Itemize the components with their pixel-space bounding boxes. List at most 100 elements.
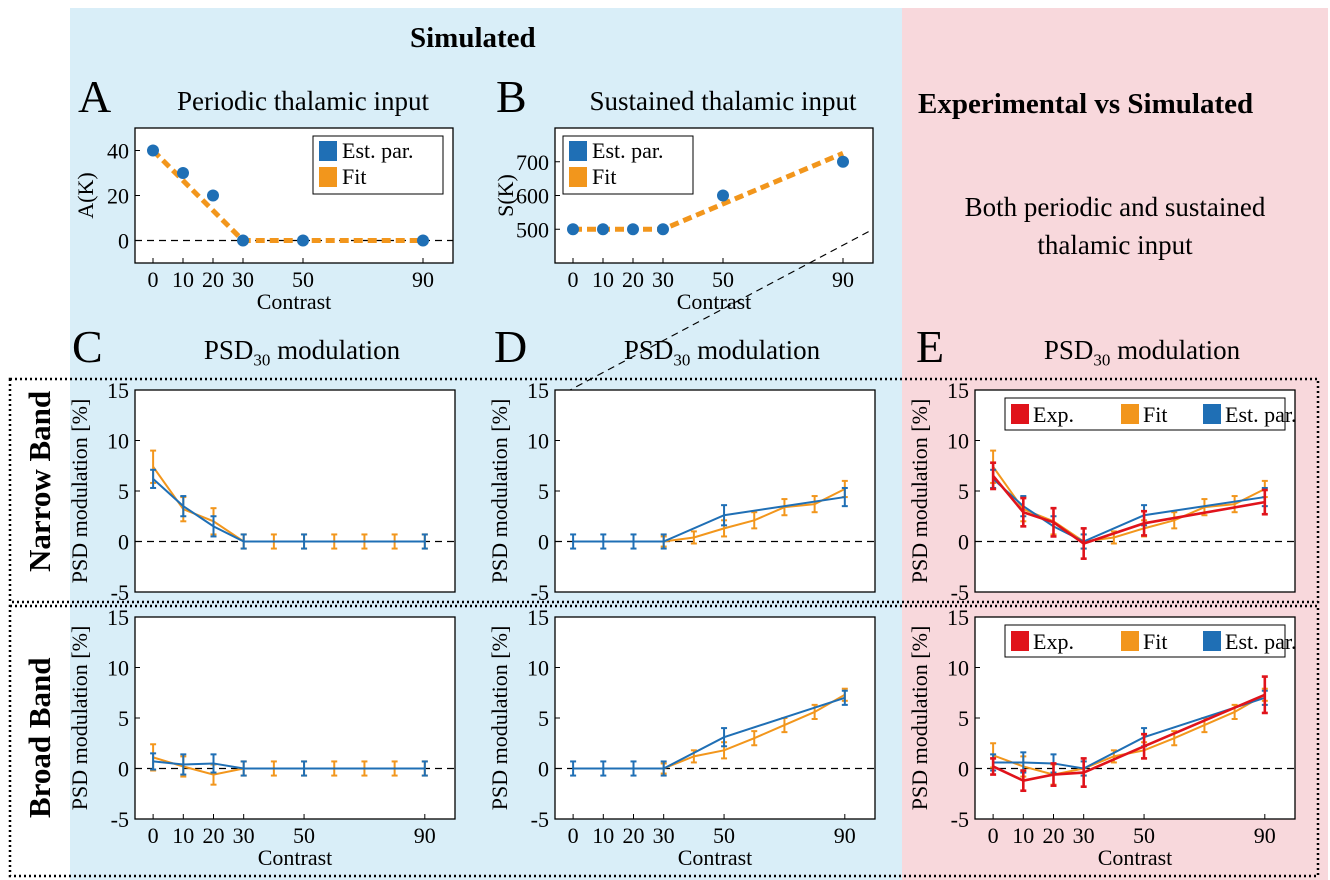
y-tick-label: 0 bbox=[118, 757, 129, 782]
experimental-note-line-1: Both periodic and sustained bbox=[964, 192, 1266, 222]
y-tick-label: 0 bbox=[118, 530, 129, 555]
panel-letter-b: B bbox=[496, 71, 527, 122]
y-tick-label: 10 bbox=[107, 429, 129, 454]
legend-label: Fit bbox=[342, 164, 366, 189]
x-tick-label: 20 bbox=[1042, 823, 1064, 848]
legend-swatch bbox=[319, 167, 337, 187]
x-tick-label: 0 bbox=[568, 823, 579, 848]
x-tick-label: 50 bbox=[712, 267, 734, 292]
x-tick-label: 50 bbox=[292, 267, 314, 292]
legend-label: Est. par. bbox=[1225, 402, 1297, 427]
y-tick-label: -5 bbox=[951, 807, 969, 832]
x-tick-label: 0 bbox=[148, 267, 159, 292]
x-tick-label: 90 bbox=[832, 267, 854, 292]
panel-letter-a: A bbox=[78, 71, 112, 122]
x-tick-label: 20 bbox=[622, 267, 644, 292]
legend-swatch bbox=[319, 141, 337, 161]
legend-label: Est. par. bbox=[592, 138, 664, 163]
data-point bbox=[567, 223, 579, 236]
y-tick-label: 10 bbox=[947, 429, 969, 454]
panel-c-title: PSD30 modulation bbox=[203, 335, 401, 370]
y-tick-label: -5 bbox=[531, 580, 549, 605]
narrow-band-frame bbox=[8, 377, 1320, 604]
legend-label: Exp. bbox=[1033, 629, 1074, 654]
x-tick-label: 90 bbox=[1254, 823, 1276, 848]
x-tick-label: 0 bbox=[988, 823, 999, 848]
x-tick-label: 90 bbox=[414, 823, 436, 848]
x-tick-label: 20 bbox=[202, 823, 224, 848]
y-tick-label: 15 bbox=[527, 605, 549, 630]
x-tick-label: 0 bbox=[568, 267, 579, 292]
x-tick-label: 50 bbox=[713, 823, 735, 848]
y-tick-label: 0 bbox=[538, 530, 549, 555]
legend-swatch bbox=[569, 167, 587, 187]
series-line-estpar bbox=[152, 478, 425, 543]
baseline-dashed bbox=[554, 228, 874, 399]
data-point bbox=[177, 167, 189, 179]
legend-label: Exp. bbox=[1033, 402, 1074, 427]
x-axis-label: Contrast bbox=[1098, 845, 1173, 870]
x-tick-label: 0 bbox=[148, 823, 159, 848]
plot-area-D_narrow bbox=[554, 389, 876, 593]
y-tick-label: 0 bbox=[958, 530, 969, 555]
legend-label: Est. par. bbox=[1225, 629, 1297, 654]
legend-swatch bbox=[569, 141, 587, 161]
y-tick-label: 5 bbox=[958, 479, 969, 504]
legend-label: Fit bbox=[592, 164, 616, 189]
x-tick-label: 30 bbox=[233, 823, 255, 848]
y-tick-label: 0 bbox=[538, 757, 549, 782]
y-tick-label: 600 bbox=[516, 184, 549, 209]
legend-label: Est. par. bbox=[342, 138, 414, 163]
panel-e-title: PSD30 modulation bbox=[1043, 335, 1241, 370]
x-tick-label: 10 bbox=[592, 267, 614, 292]
panel-letter-d: D bbox=[494, 321, 528, 372]
y-axis-label: S(K) bbox=[493, 174, 518, 217]
data-point bbox=[657, 223, 669, 236]
data-point bbox=[237, 234, 249, 247]
data-point bbox=[417, 234, 429, 247]
legend-swatch bbox=[1203, 631, 1221, 651]
experimental-note-line-2: thalamic input bbox=[1037, 230, 1193, 260]
y-axis-label: PSD modulation [%] bbox=[487, 626, 512, 811]
y-tick-label: -5 bbox=[531, 807, 549, 832]
series-line-estpar bbox=[993, 696, 1266, 770]
plot-area-C_narrow bbox=[134, 389, 456, 593]
y-tick-label: 5 bbox=[538, 706, 549, 731]
series-line-exp bbox=[992, 693, 1266, 782]
y-axis-label: PSD modulation [%] bbox=[487, 399, 512, 584]
plot-area-D_broad bbox=[554, 616, 876, 820]
x-tick-label: 10 bbox=[172, 267, 194, 292]
panel-letter-e: E bbox=[916, 321, 945, 372]
data-point bbox=[627, 223, 639, 236]
x-tick-label: 30 bbox=[232, 267, 254, 292]
x-axis-label: Contrast bbox=[257, 289, 332, 314]
data-point bbox=[297, 234, 309, 247]
x-tick-label: 30 bbox=[653, 823, 675, 848]
legend-box bbox=[1004, 397, 1286, 431]
x-tick-label: 20 bbox=[202, 267, 224, 292]
legend-swatch bbox=[1121, 404, 1139, 424]
y-tick-label: 10 bbox=[107, 656, 129, 681]
plot-area-C_broad bbox=[134, 616, 456, 820]
y-tick-label: 15 bbox=[107, 605, 129, 630]
y-tick-label: 5 bbox=[538, 479, 549, 504]
legend-swatch bbox=[1121, 631, 1139, 651]
x-axis-label: Contrast bbox=[677, 289, 752, 314]
x-tick-label: 30 bbox=[1073, 823, 1095, 848]
series-line-estpar bbox=[153, 760, 425, 770]
data-point bbox=[717, 189, 729, 202]
y-tick-label: 5 bbox=[958, 706, 969, 731]
experimental-header: Experimental vs Simulated bbox=[918, 88, 1254, 120]
y-tick-label: 700 bbox=[516, 150, 549, 175]
y-tick-label: 5 bbox=[118, 479, 129, 504]
legend-swatch bbox=[1011, 404, 1029, 424]
y-axis-label: PSD modulation [%] bbox=[907, 626, 932, 811]
x-tick-label: 50 bbox=[1133, 823, 1155, 848]
broad-band-frame bbox=[8, 604, 1320, 878]
x-tick-label: 10 bbox=[172, 823, 194, 848]
legend-swatch bbox=[1011, 631, 1029, 651]
y-tick-label: 15 bbox=[107, 378, 129, 403]
y-axis-label: PSD modulation [%] bbox=[67, 399, 92, 584]
y-tick-label: 40 bbox=[107, 139, 129, 164]
x-tick-label: 50 bbox=[293, 823, 315, 848]
